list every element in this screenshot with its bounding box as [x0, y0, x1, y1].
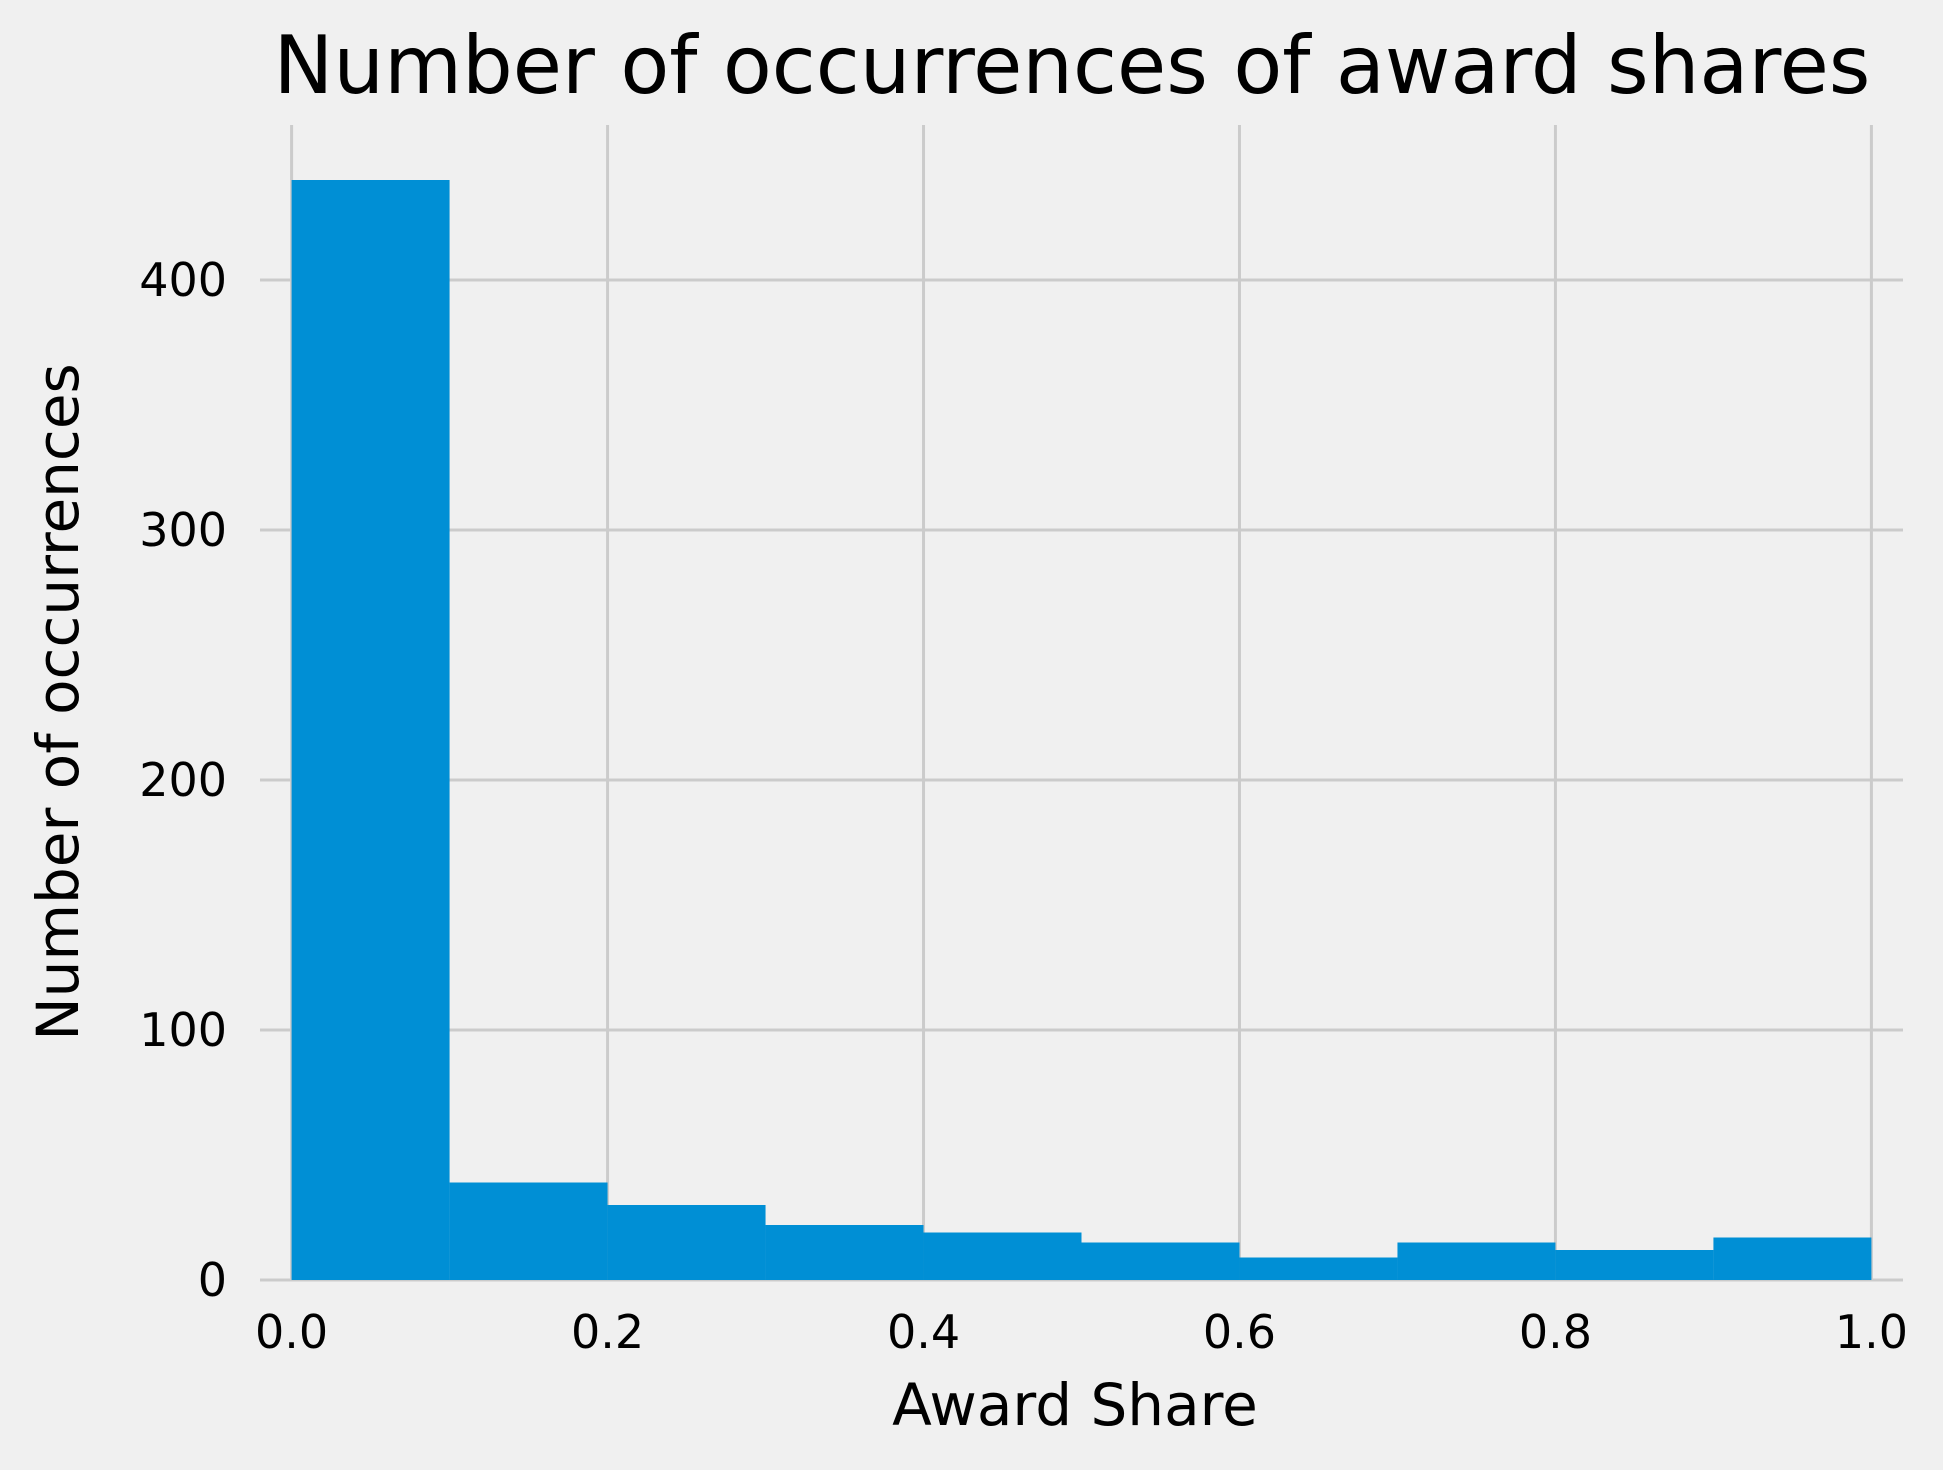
histogram-bar — [449, 1182, 608, 1280]
y-tick-label: 0 — [198, 1253, 227, 1307]
x-tick-label: 0.2 — [571, 1305, 644, 1359]
histogram-bar — [923, 1232, 1082, 1280]
histogram-bar — [607, 1205, 766, 1280]
chart-title: Number of occurrences of award shares — [274, 19, 1871, 112]
x-axis-label: Award Share — [892, 1371, 1258, 1439]
x-tick-label: 0.4 — [887, 1305, 960, 1359]
y-tick-label: 200 — [139, 753, 227, 807]
y-axis-label: Number of occurrences — [24, 363, 92, 1040]
y-tick-label: 400 — [139, 253, 227, 307]
histogram-bar — [1081, 1242, 1240, 1280]
grid-lines — [260, 125, 1903, 1282]
x-tick-label: 0.6 — [1203, 1305, 1276, 1359]
x-tick-label: 1.0 — [1835, 1305, 1908, 1359]
y-tick-label: 100 — [139, 1003, 227, 1057]
tick-labels: 0.0 0.2 0.4 0.6 0.8 1.0 0 100 200 300 400 — [139, 253, 1908, 1359]
x-tick-label: 0.0 — [255, 1305, 328, 1359]
histogram-bar — [1239, 1257, 1398, 1280]
histogram-bar — [1713, 1237, 1872, 1280]
histogram-bar — [1397, 1242, 1556, 1280]
y-tick-label: 300 — [139, 503, 227, 557]
histogram-bar — [1555, 1250, 1714, 1280]
histogram-bar — [291, 180, 450, 1280]
histogram-bar — [765, 1225, 924, 1280]
x-tick-label: 0.8 — [1519, 1305, 1592, 1359]
histogram-bars — [291, 180, 1872, 1280]
